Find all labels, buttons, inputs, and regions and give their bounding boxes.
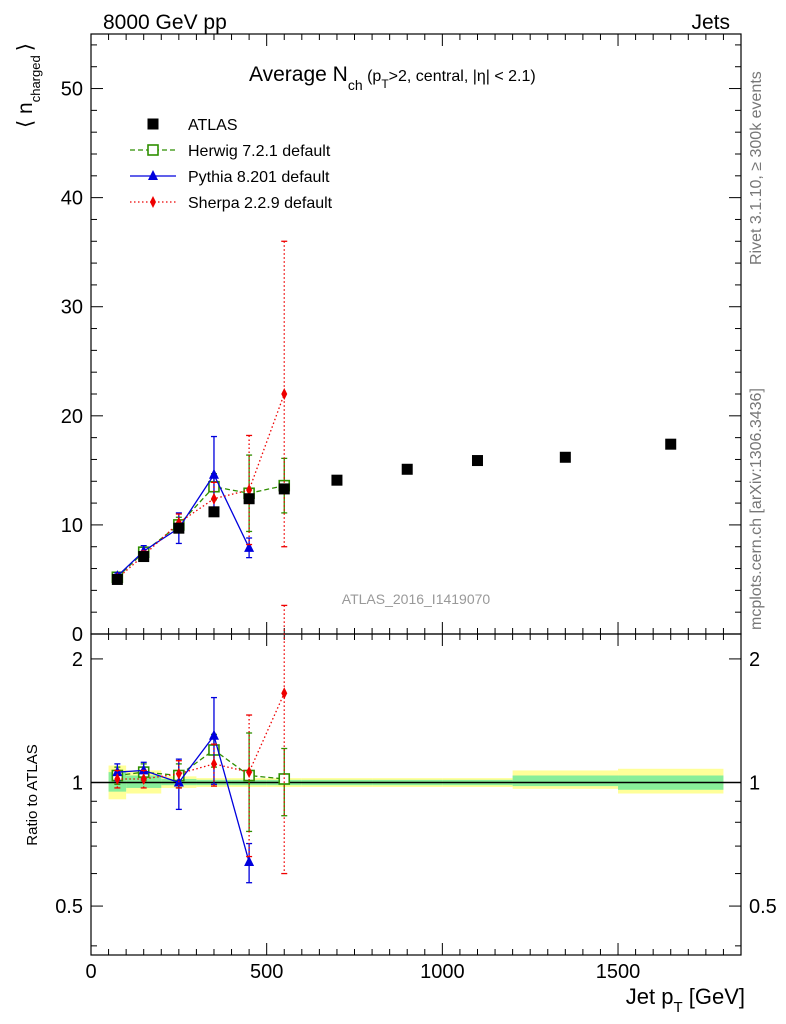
legend-item: Herwig 7.2.1 default (130, 143, 331, 160)
x-axis-label-sub: T (673, 999, 682, 1016)
legend-label: ATLAS (188, 117, 238, 134)
data-point (140, 772, 147, 785)
x-axis-label-main: Jet p (626, 984, 674, 1009)
series-line (116, 485, 285, 578)
data-point (244, 856, 255, 867)
main-title-sub: ch (348, 77, 363, 93)
y-tick-label: 50 (61, 79, 83, 101)
ratio-y-tick-label: 1 (72, 772, 83, 794)
series-herwig (111, 454, 291, 584)
data-point (246, 766, 253, 779)
main-y-axis-label-close: ⟩ (14, 43, 37, 51)
x-tick-label: 0 (85, 961, 96, 983)
data-point (147, 144, 159, 156)
header-right-label: Jets (691, 11, 730, 34)
analysis-watermark: ATLAS_2016_I1419070 (342, 591, 491, 607)
data-point (138, 764, 149, 775)
data-point (244, 541, 255, 552)
legend-label: Pythia 8.201 default (188, 169, 330, 186)
legend-item: Sherpa 2.2.9 default (130, 195, 333, 212)
data-point (148, 170, 158, 180)
data-point (243, 493, 255, 505)
legend-item: Pythia 8.201 default (130, 169, 330, 186)
legend: ATLAS Herwig 7.2.1 default Pythia 8.201 de… (130, 117, 333, 212)
data-point (471, 455, 483, 467)
series-pythia (112, 435, 255, 581)
legend-label: Sherpa 2.2.9 default (188, 195, 333, 212)
data-point (173, 522, 185, 534)
series-atlas (111, 438, 677, 585)
ratio-y-tick-label: 0.5 (55, 896, 83, 918)
legend-label: Herwig 7.2.1 default (188, 143, 331, 160)
data-point (150, 196, 156, 208)
data-point (208, 729, 219, 740)
mcplots-side-label: mcplots.cern.ch [arXiv:1306.3436] (748, 388, 765, 630)
y-tick-label: 0 (72, 624, 83, 646)
main-y-axis-label: ⟨ ncharged ⟩ (14, 43, 43, 128)
series-line (117, 749, 285, 780)
data-point (281, 687, 288, 700)
series-line (117, 692, 285, 780)
data-point (175, 767, 182, 780)
data-point (246, 484, 253, 496)
ratio-y-tick-label-right: 2 (749, 649, 760, 671)
y-tick-label: 20 (61, 406, 83, 428)
x-axis-label: Jet pT [GeV] (626, 984, 745, 1016)
main-title-rest-sub: T (381, 77, 389, 91)
y-tick-label: 40 (61, 188, 83, 210)
y-tick-label: 10 (61, 515, 83, 537)
main-title-rest2: >2, central, |η| < 2.1) (389, 68, 536, 85)
data-point (114, 772, 121, 785)
main-y-axis-label-sub: charged (28, 55, 43, 102)
data-point (665, 438, 677, 450)
series-sherpa (114, 604, 288, 875)
data-point (281, 388, 288, 400)
rivet-side-label: Rivet 3.1.10, ≥ 300k events (748, 71, 765, 265)
data-point (559, 451, 571, 463)
data-point (111, 573, 123, 585)
ratio-y-tick-label-right: 1 (749, 772, 760, 794)
uncertainty-band-inner (512, 775, 619, 787)
data-point (210, 492, 217, 505)
legend-item: ATLAS (147, 117, 238, 134)
data-point (208, 506, 220, 518)
ratio-y-tick-label-right: 0.5 (749, 896, 777, 918)
series-line (117, 734, 250, 863)
header-left-label: 8000 GeV pp (103, 11, 227, 34)
y-tick-label: 30 (61, 297, 83, 319)
x-axis-label-rest: [GeV] (683, 984, 745, 1009)
data-point (210, 757, 217, 770)
data-point (147, 118, 159, 130)
main-title: Average Nch (pT>2, central, |η| < 2.1) (249, 63, 536, 93)
main-y-axis-label-main: ⟨ n (14, 102, 37, 128)
ratio-y-axis-label: Ratio to ATLAS (24, 744, 41, 845)
data-point (401, 463, 413, 475)
main-title-text: Average N (249, 63, 348, 86)
main-title-rest: (p (363, 68, 382, 85)
ratio-frame (90, 633, 742, 956)
main-panel: 0 10 20 30 40 50 (61, 33, 742, 646)
data-point (278, 483, 290, 495)
data-point (331, 474, 343, 486)
ratio-y-tick-label: 2 (72, 649, 83, 671)
data-point (138, 551, 150, 563)
series-sherpa (114, 240, 288, 585)
x-tick-label: 1000 (420, 961, 465, 983)
data-point (208, 468, 219, 479)
ratio-panel: 0.5 0.5 1 1 2 2 0 500 1000 1500 (55, 604, 777, 983)
x-tick-label: 500 (250, 961, 283, 983)
x-tick-label: 1500 (596, 961, 641, 983)
